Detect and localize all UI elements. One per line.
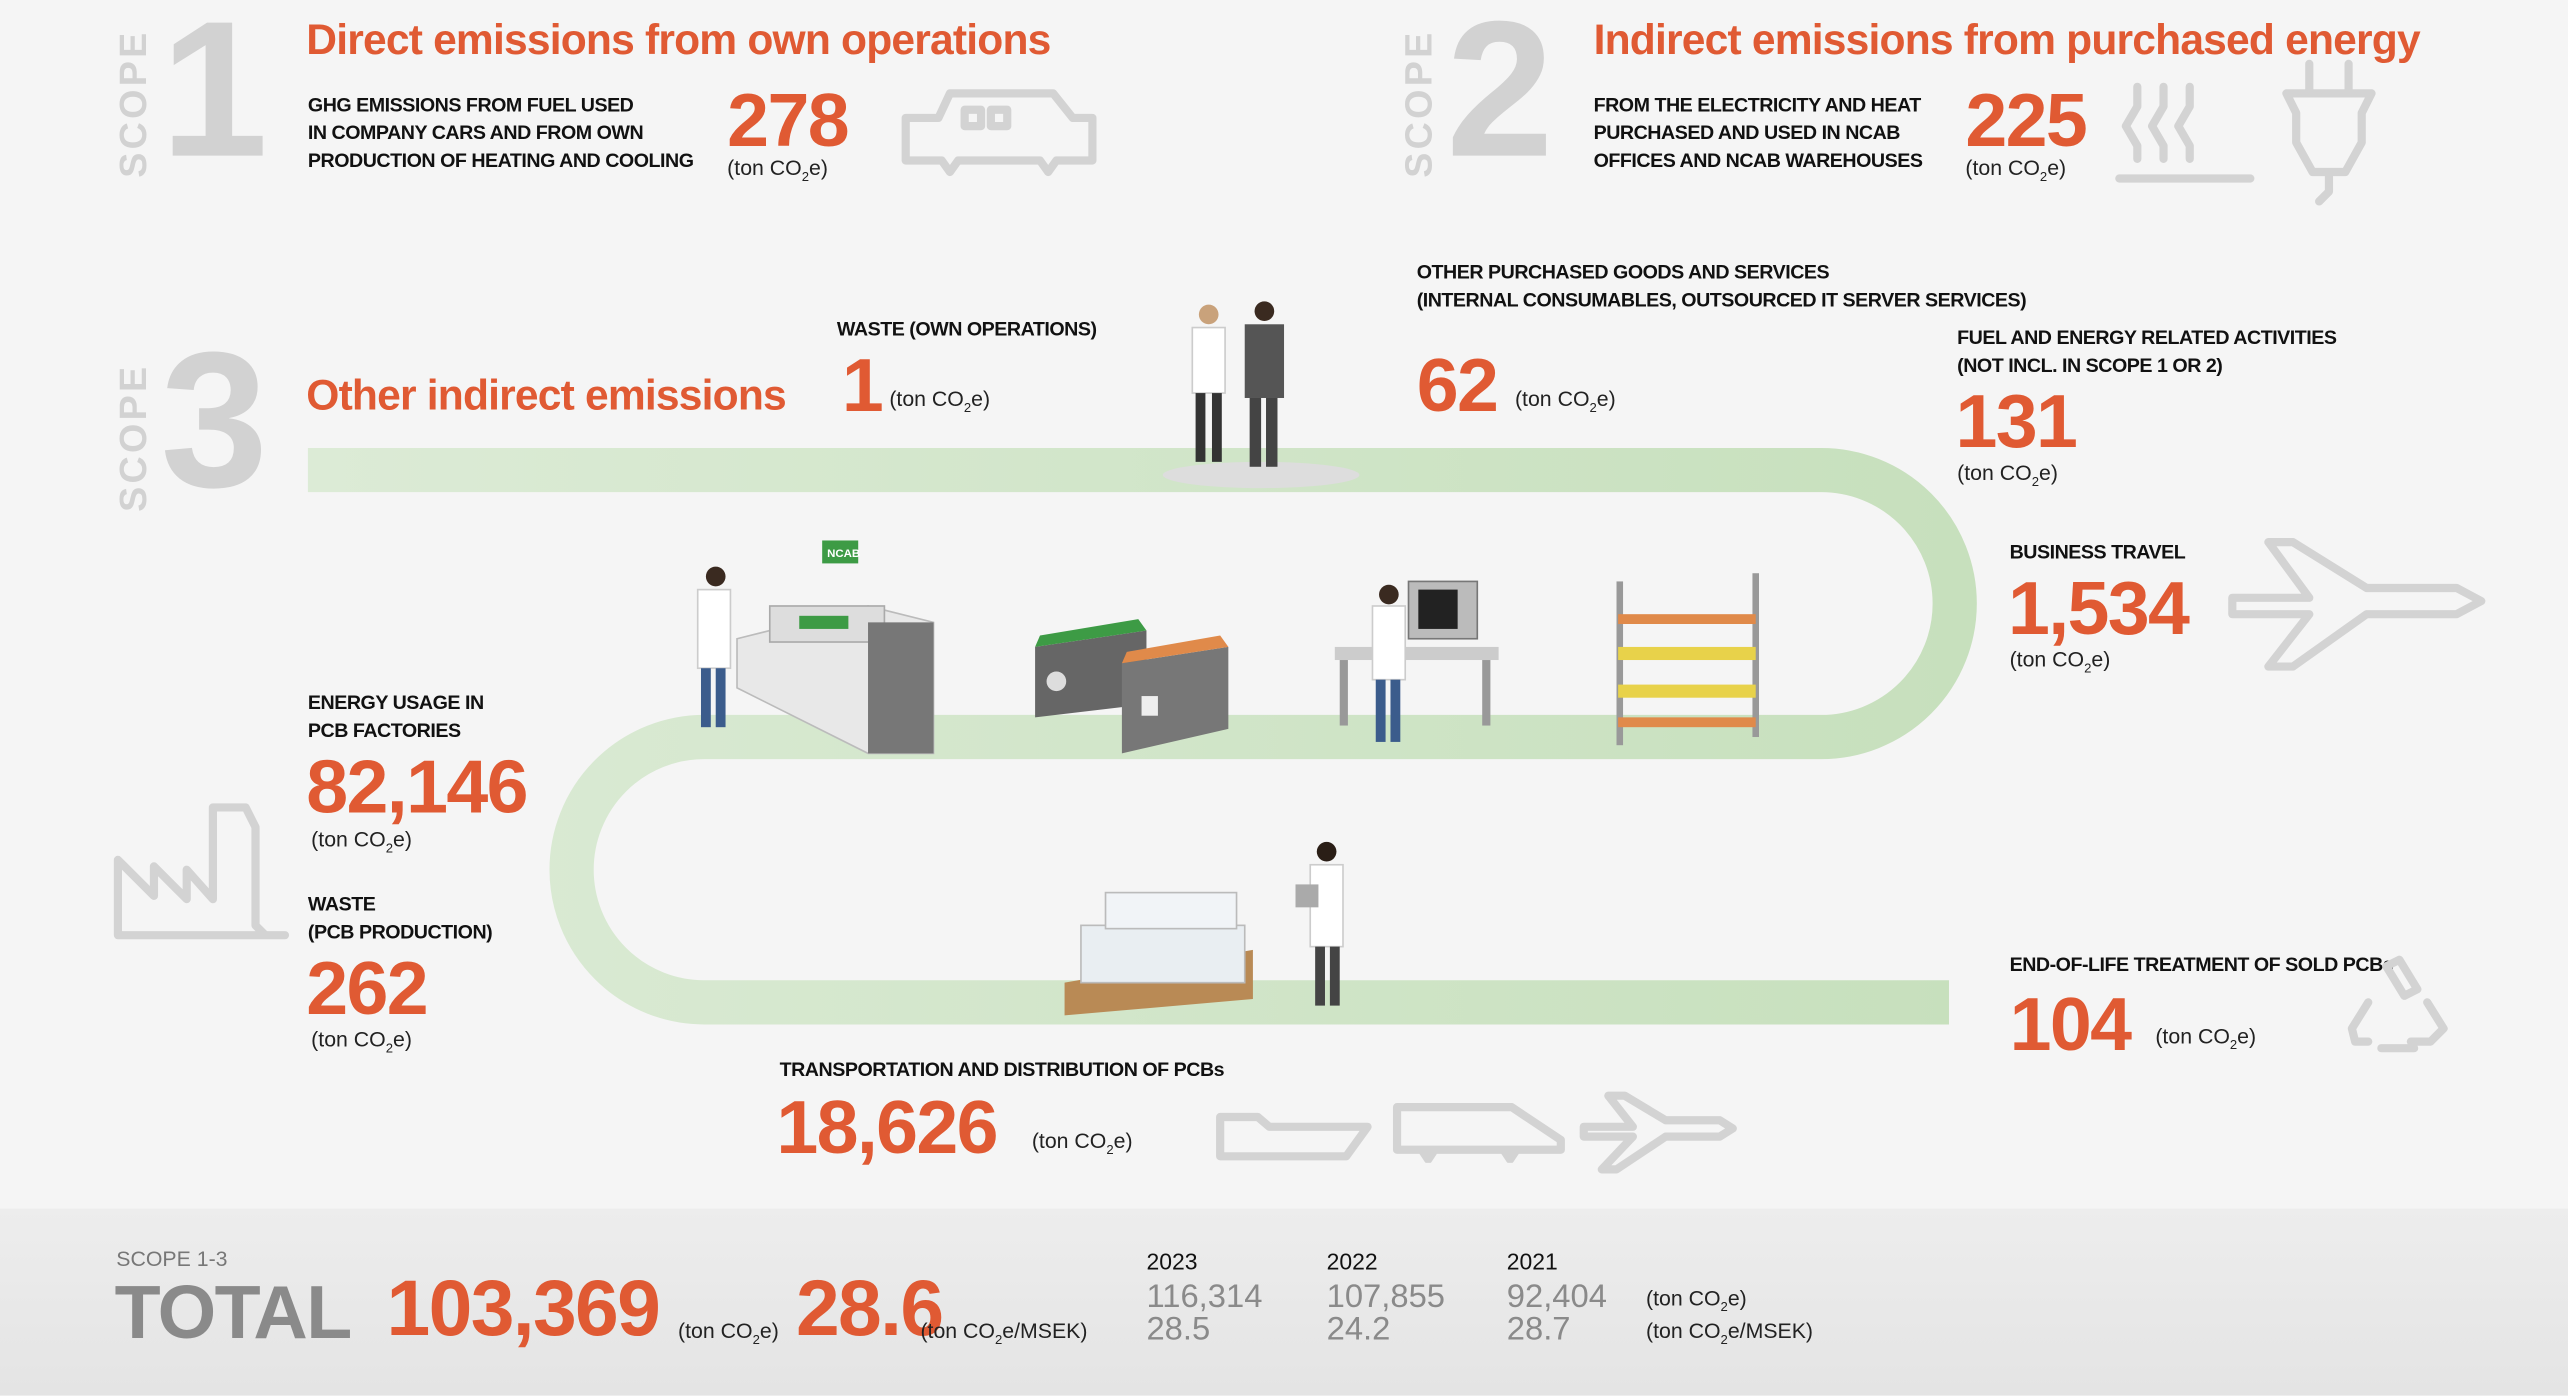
desc-line: IN COMPANY CARS AND FROM OWN	[307, 121, 644, 145]
ncab-sign: NCAB	[827, 548, 860, 560]
inspector-illustration	[1295, 841, 1344, 1006]
unit-label-msek: (ton CO2e/MSEK)	[1645, 1318, 1814, 1348]
fuel-value: 131	[1955, 378, 2078, 464]
desc-line: FROM THE ELECTRICITY AND HEAT	[1593, 93, 1922, 117]
scope-range-label: SCOPE 1-3	[116, 1246, 228, 1271]
unit-label-msek: (ton CO2e/MSEK)	[920, 1318, 1088, 1348]
purchased-value: 62	[1416, 342, 1499, 428]
heat-icon	[2115, 82, 2255, 183]
label-line: ENERGY USAGE IN	[307, 691, 484, 715]
year-label: 2023	[1146, 1248, 1198, 1275]
intensity-value: 28.6	[795, 1266, 944, 1353]
desc-line: GHG EMISSIONS FROM FUEL USED	[307, 93, 634, 117]
scope2-number: 2	[1446, 0, 1554, 199]
scope2-value: 225	[1965, 76, 2087, 163]
total-label: TOTAL	[114, 1269, 353, 1355]
unit-label: (ton CO2e)	[2009, 646, 2111, 676]
total-value: 103,369	[386, 1266, 661, 1353]
office-worker-illustration	[1334, 580, 1499, 742]
scope1-desc: GHG EMISSIONS FROM FUEL USED IN COMPANY …	[308, 92, 694, 176]
car-icon	[901, 89, 1097, 177]
recycle-icon	[2347, 955, 2448, 1053]
waste-own-value: 1	[841, 342, 884, 428]
unit-label: (ton CO2e)	[2155, 1023, 2257, 1053]
scope1-value: 278	[727, 76, 849, 163]
desc-line: PURCHASED AND USED IN NCAB	[1593, 121, 1901, 145]
unit-label: (ton CO2e)	[1965, 155, 2067, 185]
scope3-number: 3	[160, 312, 269, 530]
eol-label: END-OF-LIFE TREATMENT OF SOLD PCBs	[2009, 953, 2394, 977]
year-label: 2021	[1506, 1248, 1558, 1275]
label-line: OTHER PURCHASED GOODS AND SERVICES	[1416, 260, 1830, 284]
train-icon	[1392, 1103, 1565, 1163]
illustration-scene: NCAB	[696, 301, 1759, 1016]
purchased-label: OTHER PURCHASED GOODS AND SERVICES (INTE…	[1417, 259, 2027, 315]
eol-value: 104	[2009, 981, 2132, 1067]
plug-icon	[2282, 59, 2376, 206]
unit-label: (ton CO2e)	[727, 155, 828, 185]
total-summary-bar: SCOPE 1-3 TOTAL 103,369 (ton CO2e) 28.6 …	[0, 1208, 2568, 1396]
transport-label: TRANSPORTATION AND DISTRIBUTION OF PCBs	[779, 1058, 1225, 1081]
scope3-title: Other indirect emissions	[306, 370, 786, 420]
airplane-icon	[1579, 1091, 1737, 1174]
desc-line: OFFICES AND NCAB WAREHOUSES	[1593, 149, 1923, 172]
scope1-number: 1	[160, 0, 269, 199]
waste-bins-illustration	[1035, 619, 1229, 754]
unit-label: (ton CO2e)	[311, 1026, 412, 1056]
unit-label: (ton CO2e)	[889, 386, 991, 416]
scope2-title: Indirect emissions from purchased energy	[1593, 14, 2421, 64]
ship-icon	[1216, 1112, 1372, 1161]
waste-pcb-label: WASTE (PCB PRODUCTION)	[307, 891, 493, 947]
people-meeting-illustration	[1162, 301, 1360, 489]
waste-pcb-value: 262	[306, 945, 428, 1031]
boxes-pallet-illustration	[1064, 891, 1253, 1016]
history-total: 92,404	[1506, 1279, 1607, 1316]
fuel-label: FUEL AND ENERGY RELATED ACTIVITIES (NOT …	[1957, 324, 2337, 380]
unit-label: (ton CO2e)	[311, 827, 412, 856]
transport-value: 18,626	[776, 1084, 998, 1170]
factory-icon	[113, 803, 290, 940]
label-line: (INTERNAL CONSUMABLES, OUTSOURCED IT SER…	[1416, 288, 2027, 312]
airplane-icon	[2228, 538, 2486, 671]
history-intensity: 28.7	[1506, 1311, 1571, 1348]
label-line: FUEL AND ENERGY RELATED ACTIVITIES	[1957, 325, 2337, 349]
unit-label: (ton CO2e)	[678, 1318, 779, 1348]
scope2-desc: FROM THE ELECTRICITY AND HEAT PURCHASED …	[1594, 92, 1923, 176]
unit-label: (ton CO2e)	[1645, 1285, 1747, 1315]
history-intensity: 24.2	[1326, 1311, 1391, 1348]
label-line: PCB FACTORIES	[307, 718, 461, 742]
history-total: 116,314	[1146, 1279, 1263, 1316]
factory-machine-illustration: NCAB	[696, 540, 935, 755]
energy-label: ENERGY USAGE IN PCB FACTORIES	[308, 690, 484, 746]
shelving-illustration	[1616, 573, 1759, 746]
label-line: (PCB PRODUCTION)	[307, 920, 493, 944]
road-path	[307, 447, 1977, 1025]
travel-value: 1,534	[2007, 565, 2190, 651]
history-total: 107,855	[1326, 1279, 1446, 1316]
unit-label: (ton CO2e)	[1031, 1128, 1133, 1158]
travel-label: BUSINESS TRAVEL	[2009, 540, 2186, 564]
scope1-title: Direct emissions from own operations	[306, 14, 1051, 64]
year-label: 2022	[1326, 1248, 1378, 1275]
unit-label: (ton CO2e)	[1514, 386, 1616, 416]
unit-label: (ton CO2e)	[1957, 460, 2058, 490]
history-intensity: 28.5	[1146, 1311, 1211, 1348]
desc-line: PRODUCTION OF HEATING AND COOLING	[307, 149, 694, 172]
energy-value: 82,146	[306, 743, 528, 829]
label-line: WASTE	[307, 892, 376, 916]
label-line: (NOT INCL. IN SCOPE 1 OR 2)	[1957, 353, 2223, 377]
waste-own-label: WASTE (OWN OPERATIONS)	[836, 317, 1097, 341]
